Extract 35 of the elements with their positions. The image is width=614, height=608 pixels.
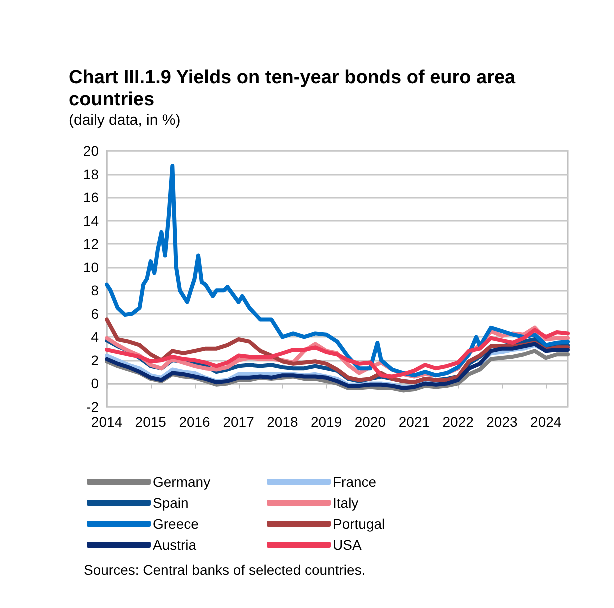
legend-label: France bbox=[333, 474, 377, 490]
y-tick-label: 10 bbox=[83, 259, 100, 276]
line-series bbox=[105, 164, 570, 378]
x-tick-label: 2021 bbox=[398, 414, 430, 430]
y-tick-label: -2 bbox=[86, 399, 100, 415]
chart-title: Chart III.1.9 Yields on ten-year bonds of euro area countries bbox=[69, 68, 521, 110]
source-note: Sources: Central banks of selected countries. bbox=[84, 562, 366, 578]
y-tick-label: 14 bbox=[83, 212, 100, 229]
y-tick-label: 12 bbox=[83, 236, 100, 252]
y-tick-label: 6 bbox=[91, 306, 100, 322]
legend-label: Greece bbox=[153, 516, 200, 532]
chart-subtitle: (daily data, in %) bbox=[69, 112, 181, 129]
x-tick-label: 2018 bbox=[267, 414, 298, 430]
x-tick-label: 2023 bbox=[486, 414, 518, 430]
x-tick-label: 2017 bbox=[223, 414, 255, 430]
y-tick-label: 18 bbox=[83, 166, 100, 182]
x-tick-label: 2024 bbox=[530, 414, 562, 430]
y-tick-label: 8 bbox=[91, 282, 100, 299]
x-tick-label: 2019 bbox=[310, 414, 342, 430]
x-tick-label: 2015 bbox=[135, 414, 167, 430]
legend-label: Portugal bbox=[333, 516, 386, 532]
legend-label: USA bbox=[333, 537, 362, 553]
x-tick-label: 2020 bbox=[354, 414, 386, 430]
legend-label: Italy bbox=[333, 495, 359, 511]
y-tick-label: 16 bbox=[83, 190, 100, 206]
y-tick-label: 20 bbox=[83, 143, 100, 159]
y-tick-label: 2 bbox=[91, 352, 100, 368]
x-tick-label: 2014 bbox=[91, 414, 123, 430]
y-tick-label: 0 bbox=[91, 376, 100, 392]
legend-label: Spain bbox=[153, 495, 189, 511]
y-tick-label: 4 bbox=[91, 329, 100, 346]
x-tick-label: 2016 bbox=[179, 414, 211, 430]
x-tick-label: 2022 bbox=[442, 414, 474, 430]
legend-label: Germany bbox=[153, 474, 211, 490]
legend-label: Austria bbox=[153, 537, 197, 553]
